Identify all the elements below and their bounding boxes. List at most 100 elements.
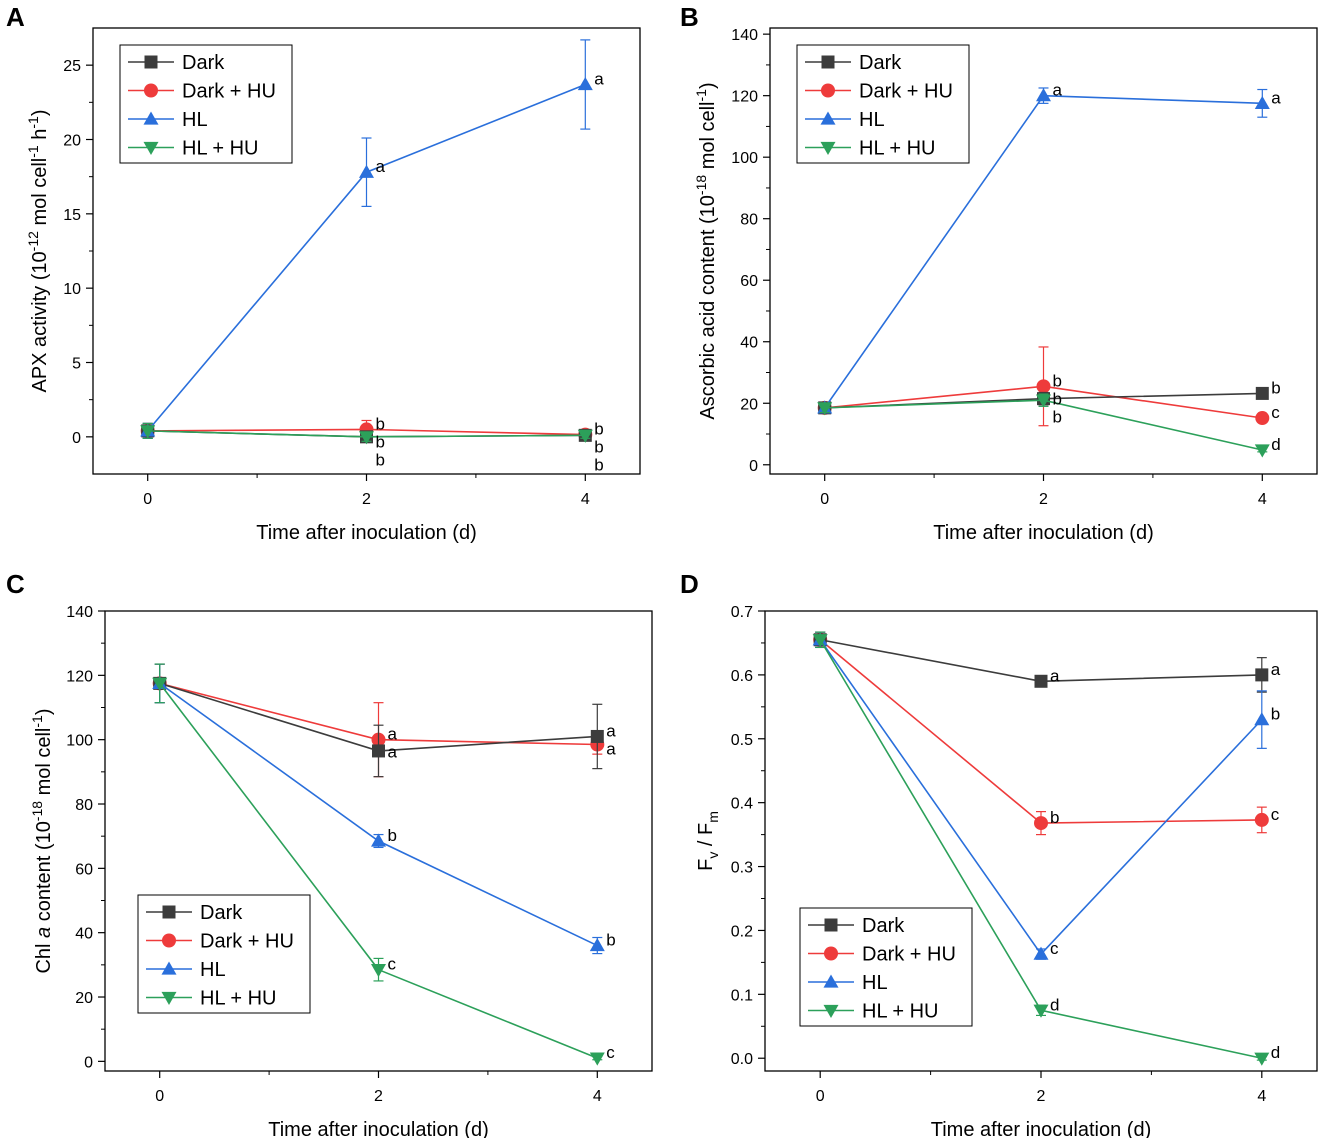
legend-label: HL <box>862 972 888 994</box>
legend: Dark Dark + HU HL HL + HU <box>137 894 311 1014</box>
data-point-hl-plus-hu <box>1254 1052 1270 1066</box>
significance-label: b <box>594 456 603 475</box>
significance-label: a <box>606 739 616 758</box>
significance-label: b <box>1053 407 1062 426</box>
x-tick-label: 4 <box>581 491 590 508</box>
significance-label: b <box>376 432 385 451</box>
panel-letter: C <box>6 569 25 599</box>
x-axis-title: Time after inoculation (d) <box>931 1119 1151 1138</box>
legend: Dark Dark + HU HL HL + HU <box>119 44 293 164</box>
legend-label: Dark <box>862 915 905 937</box>
y-axis-title-part: m <box>705 811 721 823</box>
series-dark <box>813 631 1269 693</box>
data-point-hl <box>371 833 386 847</box>
y-tick-label: 10 <box>63 281 81 298</box>
significance-label: a <box>1271 660 1281 679</box>
y-axis-title-part: ) <box>697 82 719 89</box>
y-tick-label: 0.3 <box>731 860 753 877</box>
series-dark-plus-hu <box>813 631 1269 836</box>
y-tick-label: 0.4 <box>731 796 753 813</box>
legend-marker-dark <box>821 55 835 69</box>
significance-label: c <box>606 1043 615 1062</box>
significance-label: b <box>594 438 603 457</box>
y-axis-title-part: mol cell <box>33 728 55 801</box>
data-point-dark <box>590 729 604 743</box>
y-tick-label: 0.0 <box>731 1051 753 1068</box>
y-tick-label: 0.2 <box>731 923 753 940</box>
y-tick-label: 20 <box>63 133 81 150</box>
x-tick-label: 2 <box>374 1088 383 1105</box>
series-dark-plus-hu <box>817 346 1270 427</box>
data-point-hl-plus-hu <box>140 425 156 439</box>
y-axis-title-part: -18 <box>693 175 709 195</box>
x-tick-label: 0 <box>155 1088 164 1105</box>
data-point-dark-plus-hu <box>1254 812 1269 827</box>
significance-label: d <box>1271 435 1280 454</box>
significance-label: b <box>376 414 385 433</box>
y-axis-title-part: Chl <box>33 938 55 974</box>
y-tick-label: 120 <box>731 89 758 106</box>
legend-marker-dark-plus-hu <box>824 946 838 961</box>
y-axis-title-part: -1 <box>29 715 45 728</box>
x-tick-label: 2 <box>1039 491 1048 508</box>
y-axis-title-part: content (10 <box>33 821 55 927</box>
y-axis-title-part: -1 <box>25 116 41 129</box>
legend-label: Dark <box>182 52 225 74</box>
data-point-hl-plus-hu <box>817 402 833 416</box>
legend-marker-hl <box>143 111 159 125</box>
y-tick-label: 40 <box>740 335 758 352</box>
y-tick-label: 15 <box>63 207 81 224</box>
legend-marker-dark <box>144 55 158 69</box>
data-point-hl-plus-hu <box>577 429 593 443</box>
y-tick-label: 140 <box>66 604 93 621</box>
legend-marker-hl-plus-hu <box>143 141 159 155</box>
y-axis-title: Fv / Fm <box>695 811 721 871</box>
significance-label: b <box>1050 808 1059 827</box>
significance-label: c <box>1271 403 1280 422</box>
y-tick-label: 0.6 <box>731 668 753 685</box>
x-axis-title: Time after inoculation (d) <box>933 522 1153 544</box>
data-point-hl-plus-hu <box>812 634 828 648</box>
significance-label: a <box>388 725 398 744</box>
y-tick-label: 140 <box>731 27 758 44</box>
legend-marker-hl-plus-hu <box>161 991 177 1005</box>
data-point-hl <box>359 164 374 178</box>
y-tick-label: 60 <box>75 861 93 878</box>
legend-label: Dark + HU <box>182 81 276 103</box>
y-tick-label: 100 <box>66 733 93 750</box>
legend-marker-dark-plus-hu <box>144 83 158 98</box>
y-tick-label: 80 <box>75 797 93 814</box>
x-tick-label: 4 <box>1258 491 1267 508</box>
y-axis-title-part: / F <box>695 823 717 852</box>
legend: Dark Dark + HU HL HL + HU <box>796 44 970 164</box>
data-point-dark-plus-hu <box>1255 411 1270 426</box>
data-point-dark <box>1034 674 1048 688</box>
y-axis-title-part: -1 <box>25 145 41 158</box>
legend-marker-dark <box>162 905 176 919</box>
y-tick-label: 0.5 <box>731 732 753 749</box>
legend-marker-hl <box>823 974 839 988</box>
data-point-hl <box>577 76 593 91</box>
legend-label: HL + HU <box>200 988 277 1010</box>
significance-label: a <box>388 743 398 762</box>
data-point-hl <box>589 938 605 952</box>
legend-label: Dark + HU <box>200 931 294 953</box>
significance-label: b <box>388 826 397 845</box>
significance-label: a <box>594 69 604 88</box>
significance-label: b <box>594 420 603 439</box>
x-tick-label: 4 <box>593 1088 602 1105</box>
data-point-hl-plus-hu <box>1033 1004 1049 1018</box>
data-point-dark-plus-hu <box>1036 379 1051 394</box>
panel-a: A 0 2 4 0 5 10 15 20 25 Time after inoculation (d)… <box>6 2 641 544</box>
significance-label: d <box>1271 1043 1280 1062</box>
significance-label: c <box>1271 805 1280 824</box>
y-tick-label: 0 <box>72 430 81 447</box>
data-point-hl-plus-hu <box>371 964 386 978</box>
significance-label: a <box>1050 666 1060 685</box>
legend-label: HL <box>859 109 885 131</box>
significance-label: b <box>1053 389 1062 408</box>
legend-label: HL + HU <box>862 1001 939 1023</box>
y-tick-label: 20 <box>75 990 93 1007</box>
